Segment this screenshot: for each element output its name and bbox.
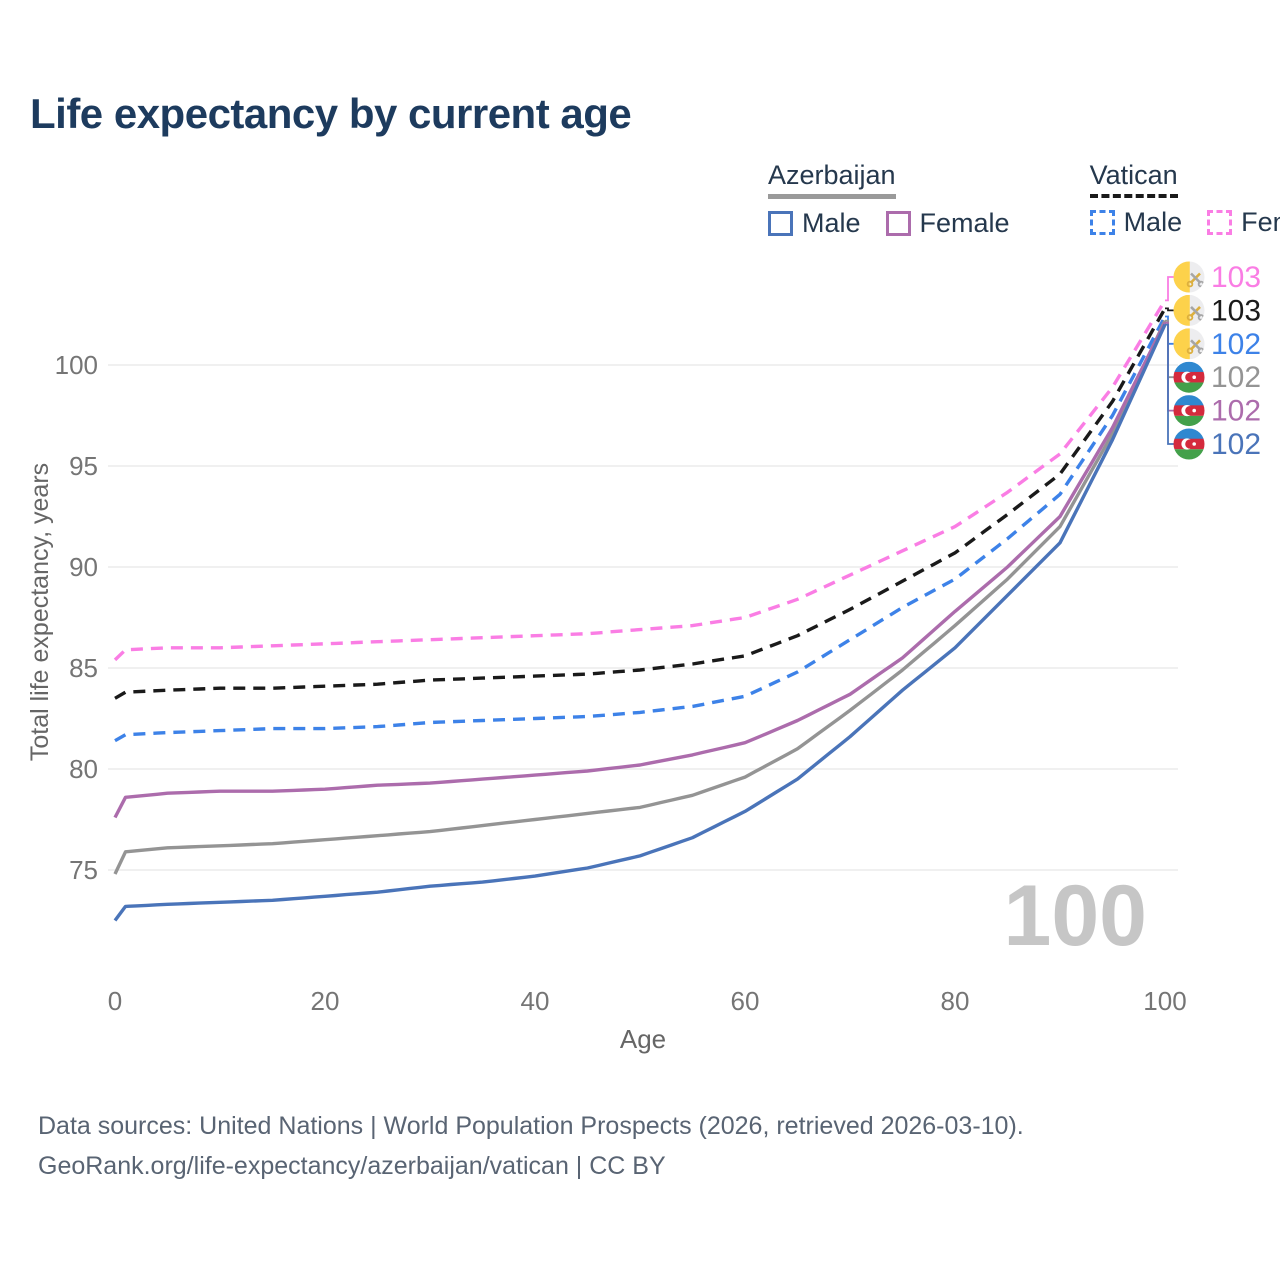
line-vatican-female[interactable] xyxy=(113,299,1167,662)
page-title: Life expectancy by current age xyxy=(30,90,632,137)
x-tick-0: 0 xyxy=(108,986,122,1016)
legend-swatch-azerbaijan-male[interactable] xyxy=(768,211,793,236)
footer-data-sources: Data sources: United Nations | World Pop… xyxy=(38,1112,1024,1140)
x-axis-title: Age xyxy=(620,1024,666,1054)
x-tick-100: 100 xyxy=(1143,986,1186,1016)
leader-line xyxy=(1165,323,1174,445)
y-axis-ticks: 75 80 85 90 95 100 xyxy=(55,350,98,885)
end-label-vatican-male: 102 xyxy=(1211,328,1261,361)
legend-group-azerbaijan: Azerbaijan Male Female xyxy=(768,160,1026,239)
line-vatican-male[interactable] xyxy=(114,315,1167,743)
azerbaijan-flag-icon xyxy=(1173,361,1205,393)
footer-url[interactable]: GeoRank.org/life-expectancy/azerbaijan/v… xyxy=(38,1152,666,1180)
vatican-flag-icon xyxy=(1173,261,1205,293)
legend-group-vatican: Vatican Male Female xyxy=(1089,160,1280,239)
legend-swatch-vatican-male[interactable] xyxy=(1089,210,1115,235)
x-tick-80: 80 xyxy=(941,986,970,1016)
end-label-vatican-female: 103 xyxy=(1211,261,1261,294)
vatican-flag-icon xyxy=(1173,328,1205,360)
leader-line xyxy=(1165,321,1174,412)
x-tick-60: 60 xyxy=(731,986,760,1016)
leader-line xyxy=(1165,307,1174,312)
legend-items-vatican: Male Female xyxy=(1089,207,1280,238)
x-axis-ticks: 0 20 40 60 80 100 xyxy=(108,986,1187,1016)
legend: Azerbaijan Male Female Vatican Male Fema… xyxy=(768,160,1280,239)
leader-line xyxy=(1165,276,1174,302)
line-azerbaijan[interactable] xyxy=(113,319,1167,875)
footer-attribution: Data sources: United Nations | World Pop… xyxy=(38,1106,1024,1186)
azerbaijan-flag-icon xyxy=(1173,395,1205,427)
gridlines xyxy=(108,364,1178,871)
y-tick-100: 100 xyxy=(55,350,98,380)
y-tick-75: 75 xyxy=(69,855,98,885)
x-tick-40: 40 xyxy=(521,986,550,1016)
y-tick-95: 95 xyxy=(69,451,98,481)
line-vatican[interactable] xyxy=(114,307,1167,700)
current-age-watermark: 100 xyxy=(1004,868,1148,964)
line-azerbaijan-male[interactable] xyxy=(113,323,1167,922)
azerbaijan-flag-icon xyxy=(1173,428,1205,460)
end-label-azerbaijan: 102 xyxy=(1211,361,1261,394)
end-label-azerbaijan-female: 102 xyxy=(1211,395,1261,428)
y-tick-85: 85 xyxy=(69,653,98,683)
y-tick-90: 90 xyxy=(69,552,98,582)
legend-country-azerbaijan[interactable]: Azerbaijan xyxy=(768,160,896,199)
line-azerbaijan-female[interactable] xyxy=(113,321,1167,819)
vatican-flag-icon xyxy=(1173,294,1205,326)
legend-label-vatican-male[interactable]: Male xyxy=(1123,207,1183,237)
x-tick-20: 20 xyxy=(311,986,340,1016)
legend-label-vatican-female[interactable]: Female xyxy=(1241,207,1280,237)
end-label-vatican: 103 xyxy=(1211,294,1261,327)
y-axis-title: Total life expectancy, years xyxy=(26,463,54,761)
series-lines xyxy=(113,299,1167,922)
legend-items-azerbaijan: Male Female xyxy=(768,208,1026,239)
legend-swatch-vatican-female[interactable] xyxy=(1207,210,1233,235)
leader-line xyxy=(1165,319,1174,379)
end-label-azerbaijan-male: 102 xyxy=(1211,428,1261,461)
legend-country-vatican[interactable]: Vatican xyxy=(1089,160,1178,198)
legend-label-azerbaijan-male[interactable]: Male xyxy=(802,208,861,238)
y-tick-80: 80 xyxy=(69,754,98,784)
legend-swatch-azerbaijan-female[interactable] xyxy=(885,211,911,236)
legend-label-azerbaijan-female[interactable]: Female xyxy=(919,208,1010,238)
